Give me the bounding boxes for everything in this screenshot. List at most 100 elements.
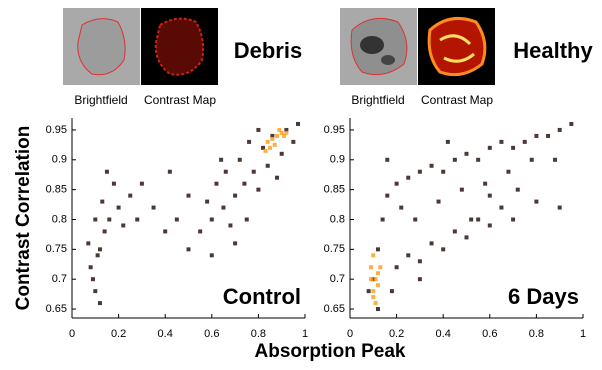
data-point: [441, 170, 445, 174]
data-point: [117, 206, 121, 210]
data-point: [399, 206, 403, 210]
data-point: [228, 223, 232, 227]
data-point: [511, 146, 515, 150]
data-point: [93, 217, 97, 221]
data-point: [252, 170, 256, 174]
page: Brightfield Contrast Map Brightfield Con…: [0, 0, 602, 370]
data-point: [105, 170, 109, 174]
data-point: [266, 140, 270, 144]
data-point: [224, 170, 228, 174]
data-point: [469, 217, 473, 221]
data-point: [381, 217, 385, 221]
x-tick-label: 0.8: [251, 328, 266, 340]
data-point: [91, 277, 95, 281]
class-label: Debris: [234, 38, 302, 63]
data-point: [395, 182, 399, 186]
data-point: [187, 247, 191, 251]
y-axis-label: Contrast Correlation: [13, 126, 34, 311]
y-tick-label: 0.65: [324, 303, 345, 315]
data-point: [499, 140, 503, 144]
data-point: [465, 152, 469, 156]
x-tick-label: 1: [580, 328, 586, 340]
data-point: [465, 235, 469, 239]
data-point: [385, 194, 389, 198]
data-point: [437, 200, 441, 204]
data-point: [168, 170, 172, 174]
data-point: [135, 217, 139, 221]
data-point: [89, 265, 93, 269]
data-point: [395, 265, 399, 269]
data-point: [98, 301, 102, 305]
data-point: [376, 247, 380, 251]
class-label: Healthy: [513, 38, 593, 63]
data-point: [376, 271, 380, 275]
x-tick-label: 0.8: [529, 328, 544, 340]
data-point: [112, 182, 116, 186]
data-point: [263, 149, 267, 153]
data-point: [270, 137, 274, 141]
data-point: [107, 217, 111, 221]
data-point: [371, 289, 375, 293]
data-point: [275, 176, 279, 180]
data-point: [256, 128, 260, 132]
x-tick-label: 0: [69, 328, 75, 340]
data-point: [418, 259, 422, 263]
data-point: [446, 140, 450, 144]
y-tick-label: 0.8: [52, 213, 67, 225]
data-point: [140, 182, 144, 186]
data-point: [523, 140, 527, 144]
data-point: [86, 241, 90, 245]
x-tick-label: 0.6: [482, 328, 497, 340]
data-point: [98, 247, 102, 251]
healthy-images: [340, 8, 495, 85]
data-point: [476, 217, 480, 221]
cell-nucleus: [381, 55, 395, 65]
data-point: [558, 206, 562, 210]
data-point: [280, 152, 284, 156]
data-point: [488, 223, 492, 227]
data-point: [406, 176, 410, 180]
data-point: [128, 194, 132, 198]
data-point: [569, 122, 573, 126]
data-point: [418, 170, 422, 174]
x-axis-label: Absorption Peak: [255, 341, 406, 362]
cell-outline: [78, 19, 125, 75]
data-point: [256, 188, 260, 192]
y-tick-label: 0.75: [46, 243, 67, 255]
data-point: [534, 134, 538, 138]
data-point: [558, 128, 562, 132]
panel-annotation: 6 Days: [508, 284, 579, 309]
x-tick-label: 0: [347, 328, 353, 340]
x-tick-label: 0.4: [158, 328, 173, 340]
data-point: [488, 146, 492, 150]
data-point: [371, 295, 375, 299]
data-point: [390, 289, 394, 293]
data-point: [460, 188, 464, 192]
data-point: [367, 289, 371, 293]
data-point: [374, 277, 378, 281]
contrast-texture: [429, 18, 485, 74]
y-tick-label: 0.95: [324, 124, 345, 136]
data-point: [530, 158, 534, 162]
data-point: [233, 194, 237, 198]
image-label: Contrast Map: [421, 93, 493, 107]
data-point: [266, 164, 270, 168]
y-tick-label: 0.9: [52, 154, 67, 166]
x-tick-label: 0.2: [111, 328, 126, 340]
x-tick-label: 0.2: [389, 328, 404, 340]
data-point: [534, 200, 538, 204]
data-point: [418, 277, 422, 281]
image-label: Contrast Map: [144, 93, 216, 107]
data-point: [376, 283, 380, 287]
x-tick-label: 0.6: [204, 328, 219, 340]
data-point: [175, 217, 179, 221]
image-label: Brightfield: [351, 93, 404, 107]
data-point: [378, 265, 382, 269]
data-point: [100, 200, 104, 204]
x-tick-label: 1: [302, 328, 308, 340]
data-point: [291, 140, 295, 144]
data-point: [93, 289, 97, 293]
data-point: [210, 253, 214, 257]
cell-nucleus: [360, 36, 384, 54]
y-tick-label: 0.9: [330, 154, 345, 166]
